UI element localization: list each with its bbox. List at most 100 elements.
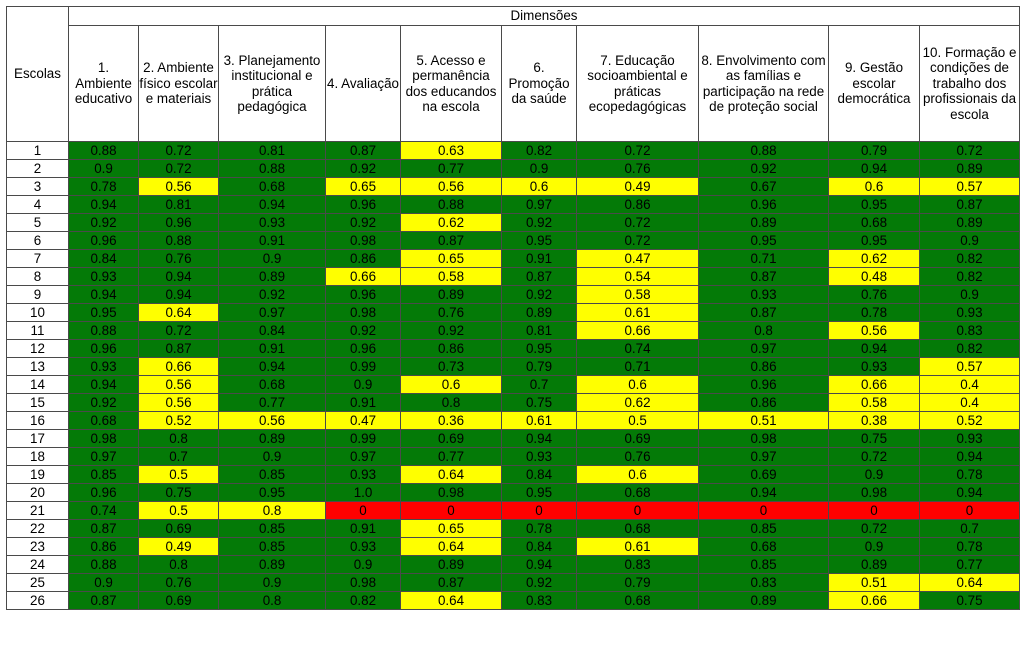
score-cell: 0.62 xyxy=(400,213,502,232)
score-cell: 0.93 xyxy=(828,357,920,376)
score-cell: 0.61 xyxy=(501,411,577,430)
score-cell: 0.99 xyxy=(325,429,401,448)
score-cell: 0.82 xyxy=(325,591,401,610)
score-cell: 0.96 xyxy=(698,375,829,394)
score-cell: 0.79 xyxy=(576,573,699,592)
score-cell: 0.87 xyxy=(68,519,139,538)
score-cell: 0.63 xyxy=(400,141,502,160)
score-cell: 0.93 xyxy=(501,447,577,466)
score-cell: 0.93 xyxy=(918,429,1021,448)
table-row: 16 0.68 0.52 0.56 0.47 0.36 0.61 0.5 0.51 0.38 0.5… xyxy=(6,411,1021,430)
score-cell: 0.72 xyxy=(828,447,920,466)
score-cell: 0.57 xyxy=(918,177,1021,196)
score-cell: 0.85 xyxy=(698,519,829,538)
score-cell: 0.5 xyxy=(138,465,219,484)
score-cell: 0.87 xyxy=(68,591,139,610)
score-cell: 0.6 xyxy=(576,375,699,394)
score-cell: 0.89 xyxy=(698,591,829,610)
score-cell: 0.86 xyxy=(400,339,502,358)
school-number-cell: 10 xyxy=(6,303,69,322)
school-number-cell: 8 xyxy=(6,267,69,286)
score-cell: 0.9 xyxy=(68,159,139,178)
score-cell: 0.49 xyxy=(138,537,219,556)
table-row: 3 0.78 0.56 0.68 0.65 0.56 0.6 0.49 0.67 0.6 0.57 xyxy=(6,177,1021,196)
score-cell: 0.89 xyxy=(501,303,577,322)
score-cell: 0.7 xyxy=(918,519,1021,538)
score-cell: 0.47 xyxy=(576,249,699,268)
score-cell: 0.92 xyxy=(68,393,139,412)
score-cell: 0.95 xyxy=(68,303,139,322)
score-cell: 0.94 xyxy=(698,483,829,502)
score-cell: 0.72 xyxy=(138,159,219,178)
score-cell: 0.58 xyxy=(828,393,920,412)
table-row: 1 0.88 0.72 0.81 0.87 0.63 0.82 0.72 0.88 0.79 0.7… xyxy=(6,141,1021,160)
score-cell: 0.81 xyxy=(218,141,326,160)
score-cell: 0.38 xyxy=(828,411,920,430)
score-cell: 0.89 xyxy=(218,429,326,448)
score-cell: 0.8 xyxy=(698,321,829,340)
score-cell: 0.98 xyxy=(68,429,139,448)
score-cell: 0.93 xyxy=(325,465,401,484)
score-cell: 0.94 xyxy=(501,555,577,574)
school-number-cell: 2 xyxy=(6,159,69,178)
table-row: 20 0.96 0.75 0.95 1.0 0.98 0.95 0.68 0.94 0.98 0.9… xyxy=(6,483,1021,502)
score-cell: 0.67 xyxy=(698,177,829,196)
score-cell: 0.62 xyxy=(828,249,920,268)
table-row: 23 0.86 0.49 0.85 0.93 0.64 0.84 0.61 0.68 0.9 0.7… xyxy=(6,537,1021,556)
score-cell: 0.92 xyxy=(325,321,401,340)
score-cell: 0.72 xyxy=(138,141,219,160)
score-cell: 0.72 xyxy=(138,321,219,340)
score-cell: 0.95 xyxy=(218,483,326,502)
score-cell: 0.56 xyxy=(828,321,920,340)
score-cell: 0.7 xyxy=(138,447,219,466)
score-cell: 0.81 xyxy=(501,321,577,340)
score-cell: 0.96 xyxy=(325,339,401,358)
score-cell: 0.93 xyxy=(325,537,401,556)
score-cell: 0.6 xyxy=(400,375,502,394)
score-cell: 0.92 xyxy=(325,213,401,232)
score-cell: 0.92 xyxy=(698,159,829,178)
table-row: 19 0.85 0.5 0.85 0.93 0.64 0.84 0.6 0.69 0.9 0.78 xyxy=(6,465,1021,484)
score-cell: 0.87 xyxy=(918,195,1021,214)
score-cell: 0.9 xyxy=(325,555,401,574)
table-row: 11 0.88 0.72 0.84 0.92 0.92 0.81 0.66 0.8 0.56 0.8… xyxy=(6,321,1021,340)
score-cell: 0.96 xyxy=(68,339,139,358)
school-number-cell: 18 xyxy=(6,447,69,466)
score-cell: 0.91 xyxy=(218,339,326,358)
score-cell: 0.83 xyxy=(576,555,699,574)
score-cell: 0.9 xyxy=(218,573,326,592)
score-cell: 0.81 xyxy=(138,195,219,214)
column-header-4: 4. Avaliação xyxy=(325,25,401,142)
score-cell: 0.74 xyxy=(68,501,139,520)
column-header-8: 8. Envolvimento com as famílias e partic… xyxy=(698,25,829,142)
score-cell: 0.92 xyxy=(501,573,577,592)
school-number-cell: 26 xyxy=(6,591,69,610)
score-cell: 0.6 xyxy=(576,465,699,484)
table-row: 25 0.9 0.76 0.9 0.98 0.87 0.92 0.79 0.83 0.51 0.64 xyxy=(6,573,1021,592)
score-cell: 0.71 xyxy=(576,357,699,376)
score-cell: 0.94 xyxy=(501,429,577,448)
score-cell: 0.95 xyxy=(698,231,829,250)
table-row: 12 0.96 0.87 0.91 0.96 0.86 0.95 0.74 0.97 0.94 0.… xyxy=(6,339,1021,358)
score-cell: 0.9 xyxy=(68,573,139,592)
score-cell: 0.56 xyxy=(400,177,502,196)
score-cell: 0.88 xyxy=(698,141,829,160)
score-cell: 0.94 xyxy=(68,375,139,394)
score-cell: 0.61 xyxy=(576,303,699,322)
school-number-cell: 6 xyxy=(6,231,69,250)
score-cell: 0.61 xyxy=(576,537,699,556)
score-cell: 0.48 xyxy=(828,267,920,286)
score-cell: 0.85 xyxy=(218,465,326,484)
score-cell: 0.84 xyxy=(501,465,577,484)
score-cell: 0.58 xyxy=(400,267,502,286)
score-cell: 0.65 xyxy=(400,249,502,268)
score-cell: 0.94 xyxy=(828,339,920,358)
score-cell: 0.93 xyxy=(68,357,139,376)
score-cell: 0.69 xyxy=(400,429,502,448)
score-cell: 0.79 xyxy=(501,357,577,376)
score-cell: 0.97 xyxy=(501,195,577,214)
score-cell: 0.75 xyxy=(828,429,920,448)
table-row: 21 0.74 0.5 0.8 0 0 0 0 0 0 0 xyxy=(6,501,1021,520)
score-cell: 0.77 xyxy=(400,447,502,466)
score-cell: 0.98 xyxy=(325,231,401,250)
